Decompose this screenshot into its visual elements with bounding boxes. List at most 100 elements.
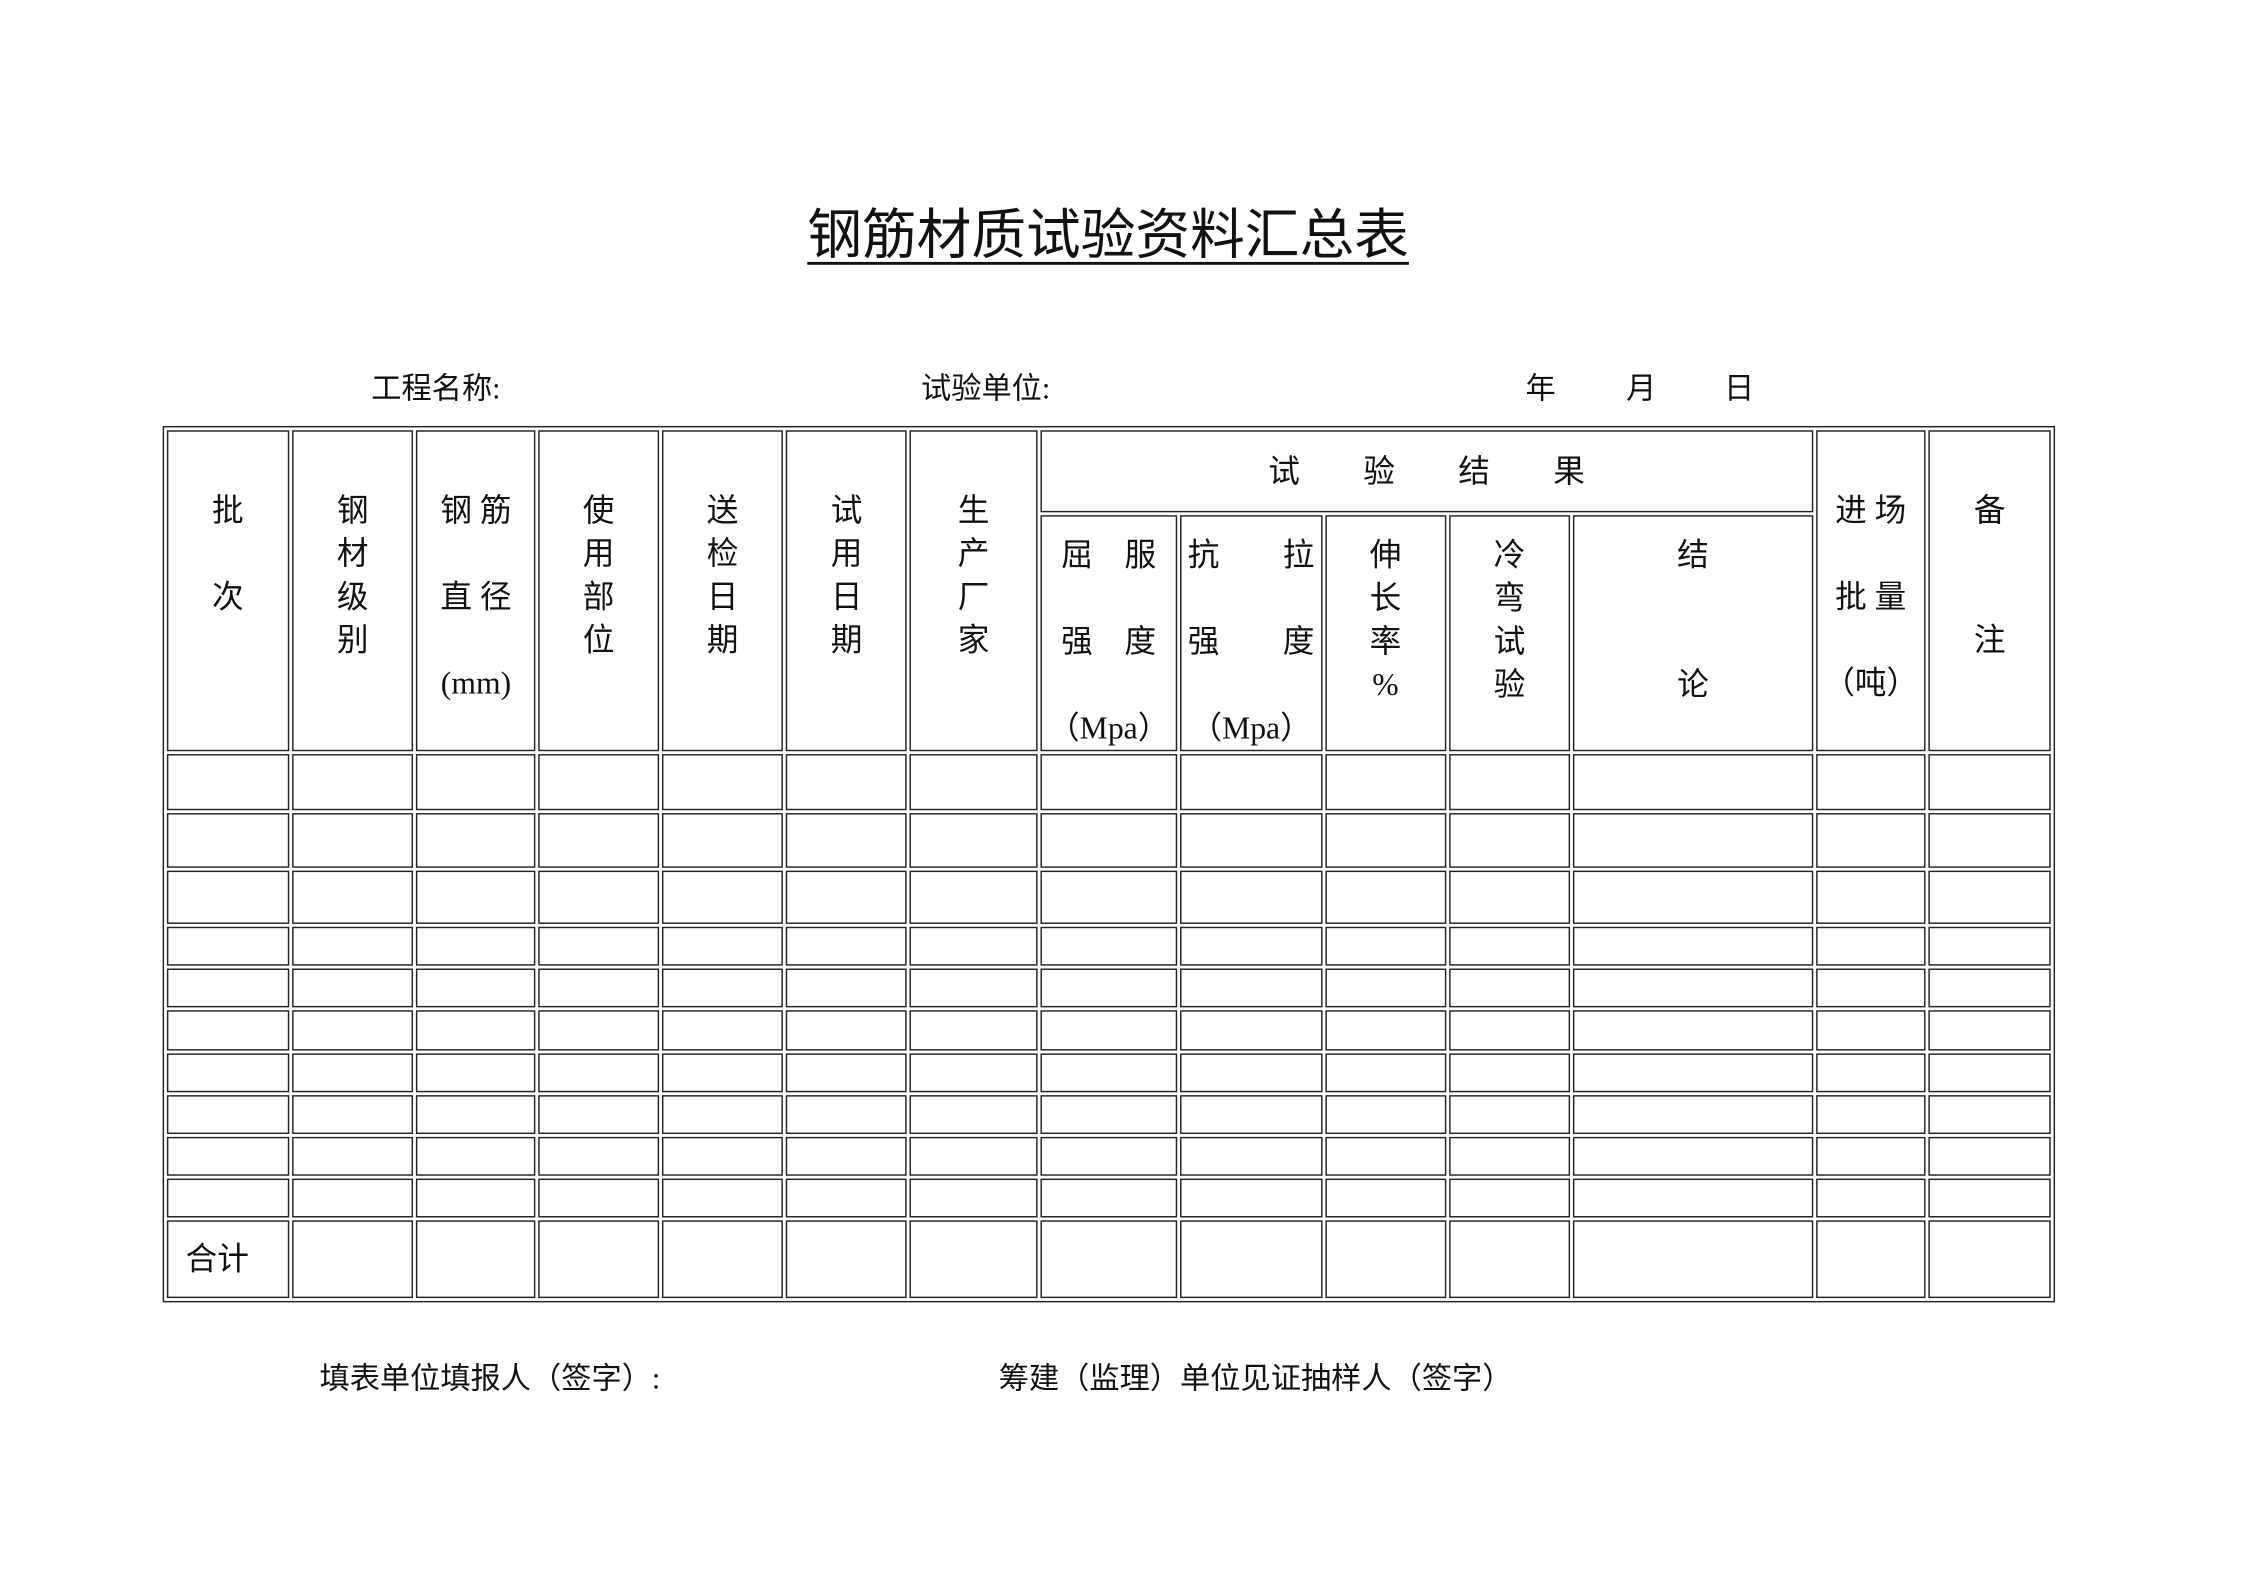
table-cell[interactable] xyxy=(1815,1010,1926,1051)
total-cell[interactable] xyxy=(1448,1220,1571,1299)
table-cell[interactable] xyxy=(786,1136,907,1176)
table-cell[interactable] xyxy=(1448,1010,1571,1051)
table-cell[interactable] xyxy=(1928,1053,2051,1093)
table-cell[interactable] xyxy=(1325,813,1446,868)
table-cell[interactable] xyxy=(1448,813,1571,868)
table-cell[interactable] xyxy=(1815,754,1926,811)
table-cell[interactable] xyxy=(1448,1178,1571,1218)
table-cell[interactable] xyxy=(1448,1095,1571,1135)
table-cell[interactable] xyxy=(909,1178,1038,1218)
table-cell[interactable] xyxy=(1040,1053,1177,1093)
table-cell[interactable] xyxy=(1815,1178,1926,1218)
table-cell[interactable] xyxy=(1040,926,1177,966)
table-cell[interactable] xyxy=(538,1095,659,1135)
table-cell[interactable] xyxy=(1325,926,1446,966)
table-cell[interactable] xyxy=(1573,1178,1813,1218)
table-cell[interactable] xyxy=(416,1053,536,1093)
table-cell[interactable] xyxy=(1179,968,1323,1008)
table-cell[interactable] xyxy=(1573,1053,1813,1093)
table-cell[interactable] xyxy=(786,1010,907,1051)
total-cell[interactable] xyxy=(661,1220,784,1299)
total-cell[interactable] xyxy=(416,1220,536,1299)
table-cell[interactable] xyxy=(1573,1010,1813,1051)
table-cell[interactable] xyxy=(538,968,659,1008)
table-cell[interactable] xyxy=(1928,926,2051,966)
table-cell[interactable] xyxy=(166,754,289,811)
table-cell[interactable] xyxy=(291,813,414,868)
table-cell[interactable] xyxy=(1448,870,1571,924)
table-cell[interactable] xyxy=(166,870,289,924)
table-cell[interactable] xyxy=(786,1053,907,1093)
table-cell[interactable] xyxy=(1573,813,1813,868)
total-cell[interactable] xyxy=(1573,1220,1813,1299)
table-cell[interactable] xyxy=(1448,754,1571,811)
table-cell[interactable] xyxy=(1815,1095,1926,1135)
table-cell[interactable] xyxy=(1928,870,2051,924)
table-cell[interactable] xyxy=(538,1178,659,1218)
table-cell[interactable] xyxy=(416,1095,536,1135)
table-cell[interactable] xyxy=(786,926,907,966)
table-cell[interactable] xyxy=(786,870,907,924)
table-cell[interactable] xyxy=(166,813,289,868)
table-cell[interactable] xyxy=(1815,1053,1926,1093)
table-cell[interactable] xyxy=(1573,926,1813,966)
table-cell[interactable] xyxy=(166,1010,289,1051)
table-cell[interactable] xyxy=(1815,926,1926,966)
table-cell[interactable] xyxy=(1325,1010,1446,1051)
table-cell[interactable] xyxy=(166,968,289,1008)
table-cell[interactable] xyxy=(416,1136,536,1176)
table-cell[interactable] xyxy=(538,1136,659,1176)
table-cell[interactable] xyxy=(538,1010,659,1051)
table-cell[interactable] xyxy=(1325,1136,1446,1176)
table-cell[interactable] xyxy=(1179,870,1323,924)
table-cell[interactable] xyxy=(1325,1095,1446,1135)
table-cell[interactable] xyxy=(661,926,784,966)
total-cell[interactable] xyxy=(1179,1220,1323,1299)
table-cell[interactable] xyxy=(786,754,907,811)
table-cell[interactable] xyxy=(909,1095,1038,1135)
table-cell[interactable] xyxy=(1179,1010,1323,1051)
table-cell[interactable] xyxy=(1815,813,1926,868)
table-cell[interactable] xyxy=(1928,813,2051,868)
table-cell[interactable] xyxy=(1928,1178,2051,1218)
table-cell[interactable] xyxy=(909,926,1038,966)
table-cell[interactable] xyxy=(1448,968,1571,1008)
table-cell[interactable] xyxy=(661,1095,784,1135)
table-cell[interactable] xyxy=(1325,1178,1446,1218)
table-cell[interactable] xyxy=(166,926,289,966)
table-cell[interactable] xyxy=(1928,1095,2051,1135)
table-cell[interactable] xyxy=(661,754,784,811)
table-cell[interactable] xyxy=(1040,754,1177,811)
total-cell[interactable] xyxy=(538,1220,659,1299)
table-cell[interactable] xyxy=(1448,1136,1571,1176)
table-cell[interactable] xyxy=(416,926,536,966)
table-cell[interactable] xyxy=(786,1178,907,1218)
table-cell[interactable] xyxy=(661,1053,784,1093)
table-cell[interactable] xyxy=(1573,968,1813,1008)
table-cell[interactable] xyxy=(1573,754,1813,811)
table-cell[interactable] xyxy=(909,870,1038,924)
table-cell[interactable] xyxy=(166,1053,289,1093)
table-cell[interactable] xyxy=(1179,1178,1323,1218)
table-cell[interactable] xyxy=(1179,1095,1323,1135)
table-cell[interactable] xyxy=(291,1095,414,1135)
table-cell[interactable] xyxy=(1040,813,1177,868)
table-cell[interactable] xyxy=(786,1095,907,1135)
table-cell[interactable] xyxy=(291,968,414,1008)
table-cell[interactable] xyxy=(1815,1136,1926,1176)
table-cell[interactable] xyxy=(661,1178,784,1218)
table-cell[interactable] xyxy=(416,754,536,811)
table-cell[interactable] xyxy=(909,968,1038,1008)
table-cell[interactable] xyxy=(909,813,1038,868)
total-cell[interactable] xyxy=(1325,1220,1446,1299)
table-cell[interactable] xyxy=(909,1010,1038,1051)
table-cell[interactable] xyxy=(661,813,784,868)
table-cell[interactable] xyxy=(291,754,414,811)
table-cell[interactable] xyxy=(416,1010,536,1051)
table-cell[interactable] xyxy=(661,870,784,924)
table-cell[interactable] xyxy=(1179,1053,1323,1093)
table-cell[interactable] xyxy=(1179,754,1323,811)
table-cell[interactable] xyxy=(1928,1010,2051,1051)
total-cell[interactable] xyxy=(1040,1220,1177,1299)
table-cell[interactable] xyxy=(1179,926,1323,966)
